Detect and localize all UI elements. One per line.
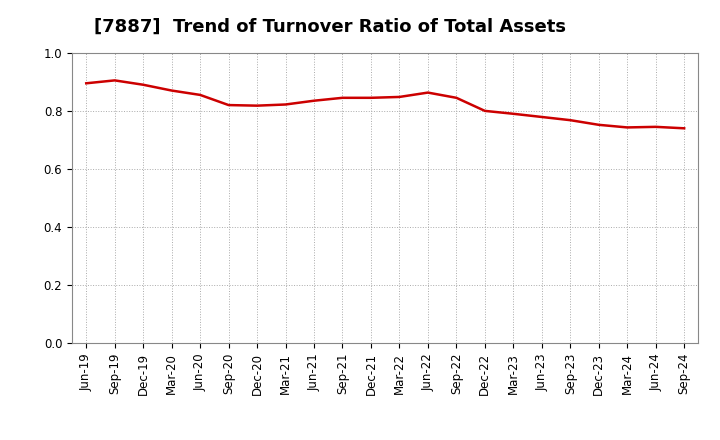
Text: [7887]  Trend of Turnover Ratio of Total Assets: [7887] Trend of Turnover Ratio of Total … — [94, 18, 566, 36]
